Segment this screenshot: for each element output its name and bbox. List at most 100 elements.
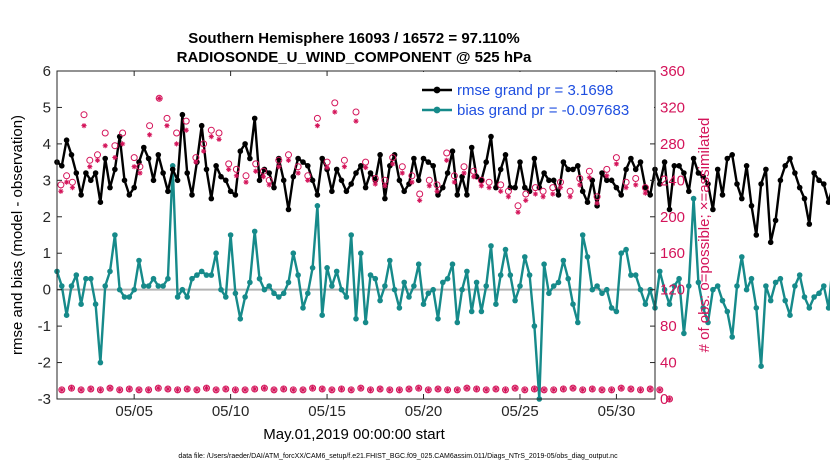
bias-point: [218, 286, 224, 293]
obs-bottom-assimilated-marker: [589, 386, 595, 392]
bias-point: [584, 254, 591, 260]
bias-point: [213, 250, 219, 256]
bias-point: [531, 323, 538, 329]
y2-tick-label: 200: [660, 209, 685, 226]
bias-point: [493, 301, 499, 308]
rmse-point: [223, 177, 229, 184]
obs-bottom-assimilated-marker: [531, 386, 538, 392]
x-axis-label: May.01,2019 00:00:00 start: [263, 426, 445, 443]
legend-bias-marker: [433, 106, 441, 114]
obs-bottom-assimilated-marker: [117, 387, 123, 393]
obs-possible-marker: [313, 114, 321, 122]
obs-assimilated-marker: [58, 188, 64, 194]
obs-bottom-possible-marker: [289, 386, 297, 394]
rmse-point: [604, 177, 610, 184]
obs-assimilated-marker: [363, 164, 369, 171]
rmse-point: [198, 122, 205, 129]
rmse-point: [796, 184, 803, 191]
rmse-point: [753, 232, 760, 238]
bias-point: [377, 297, 383, 304]
obs-possible-marker: [585, 167, 593, 175]
bias-point: [763, 283, 769, 289]
obs-assimilated-marker: [216, 136, 222, 142]
obs-possible-marker: [155, 94, 163, 102]
rmse-point: [107, 184, 113, 191]
chart-subtitle: RADIOSONDE_U_WIND_COMPONENT @ 525 hPa: [177, 49, 532, 66]
rmse-point: [150, 177, 157, 184]
rmse-point: [160, 170, 166, 176]
obs-bottom-assimilated-marker: [174, 387, 181, 393]
obs-bottom-assimilated-marker: [464, 385, 470, 391]
y-tick-label: -1: [38, 318, 51, 335]
bias-point: [78, 301, 84, 308]
rmse-point: [555, 192, 562, 198]
obs-bottom-possible-marker: [96, 386, 104, 394]
rmse-point: [377, 152, 383, 158]
rmse-point: [218, 173, 224, 180]
left-axis-ticks: -3 -2 -1 0 1 2 3 4 5 6: [38, 63, 62, 408]
right-axis-ticks: 0 40 80 120 160 200 240 280 320 360: [650, 63, 685, 408]
rmse-point: [546, 177, 552, 184]
bias-point: [468, 308, 475, 315]
bias-point: [575, 319, 581, 326]
obs-assimilated-marker: [426, 183, 432, 189]
obs-assimilated-marker: [260, 174, 267, 180]
bias-point: [787, 312, 793, 319]
obs-assimilated-marker: [266, 182, 272, 188]
bias-point: [579, 232, 586, 238]
x-tick-label: 05/05: [115, 403, 153, 420]
bias-point: [136, 257, 142, 264]
obs-assimilated-marker: [102, 143, 108, 149]
obs-assimilated-marker: [550, 191, 556, 197]
rmse-point: [710, 206, 716, 213]
rmse-point: [242, 141, 248, 147]
obs-bottom-possible-marker: [444, 386, 452, 394]
obs-assimilated-marker: [156, 95, 162, 101]
bias-point: [806, 305, 813, 311]
rmse-point: [575, 163, 581, 169]
obs-bottom-assimilated-marker: [657, 387, 663, 393]
obs-possible-marker: [522, 190, 530, 198]
obs-possible-marker: [111, 142, 119, 150]
bias-point: [782, 297, 788, 304]
obs-assimilated-marker: [642, 190, 648, 196]
rmse-point: [517, 159, 523, 165]
obs-bottom-assimilated-marker: [88, 386, 94, 392]
obs-assimilated-marker: [451, 179, 457, 185]
obs-bottom-assimilated-marker: [78, 387, 84, 393]
obs-possible-marker: [146, 122, 154, 130]
rmse-point: [155, 152, 162, 158]
rmse-point: [333, 166, 340, 173]
obs-possible-marker: [549, 184, 557, 192]
obs-assimilated-marker: [613, 161, 620, 167]
obs-bottom-possible-marker: [395, 386, 403, 394]
rmse-point: [227, 188, 234, 195]
rmse-point: [541, 170, 547, 176]
rmse-point: [686, 188, 692, 195]
bias-point: [478, 308, 485, 315]
obs-bottom-possible-marker: [617, 384, 625, 392]
rmse-point: [661, 159, 668, 165]
obs-bottom-possible-marker: [579, 386, 587, 394]
bias-point: [285, 279, 292, 286]
bias-point: [112, 232, 118, 238]
bias-point: [126, 294, 133, 300]
bias-point: [63, 312, 70, 319]
obs-bottom-assimilated-marker: [319, 386, 325, 392]
rmse-point: [343, 188, 350, 195]
y2-tick-label: 240: [660, 172, 685, 189]
bias-point: [208, 272, 215, 278]
rmse-point: [300, 159, 306, 165]
bias-point: [367, 272, 374, 278]
bias-point: [695, 279, 702, 286]
obs-bottom-possible-marker: [260, 384, 268, 392]
obs-possible-marker: [173, 129, 181, 137]
rmse-point: [763, 166, 769, 173]
obs-assimilated-marker: [201, 148, 207, 154]
legend-rmse-label: rmse grand pr = 3.1698: [457, 82, 613, 99]
obs-bottom-possible-marker: [318, 385, 326, 393]
bias-point: [739, 254, 745, 260]
obs-bottom-possible-marker: [666, 395, 673, 403]
bias-point: [97, 359, 104, 366]
rmse-point: [256, 177, 263, 184]
